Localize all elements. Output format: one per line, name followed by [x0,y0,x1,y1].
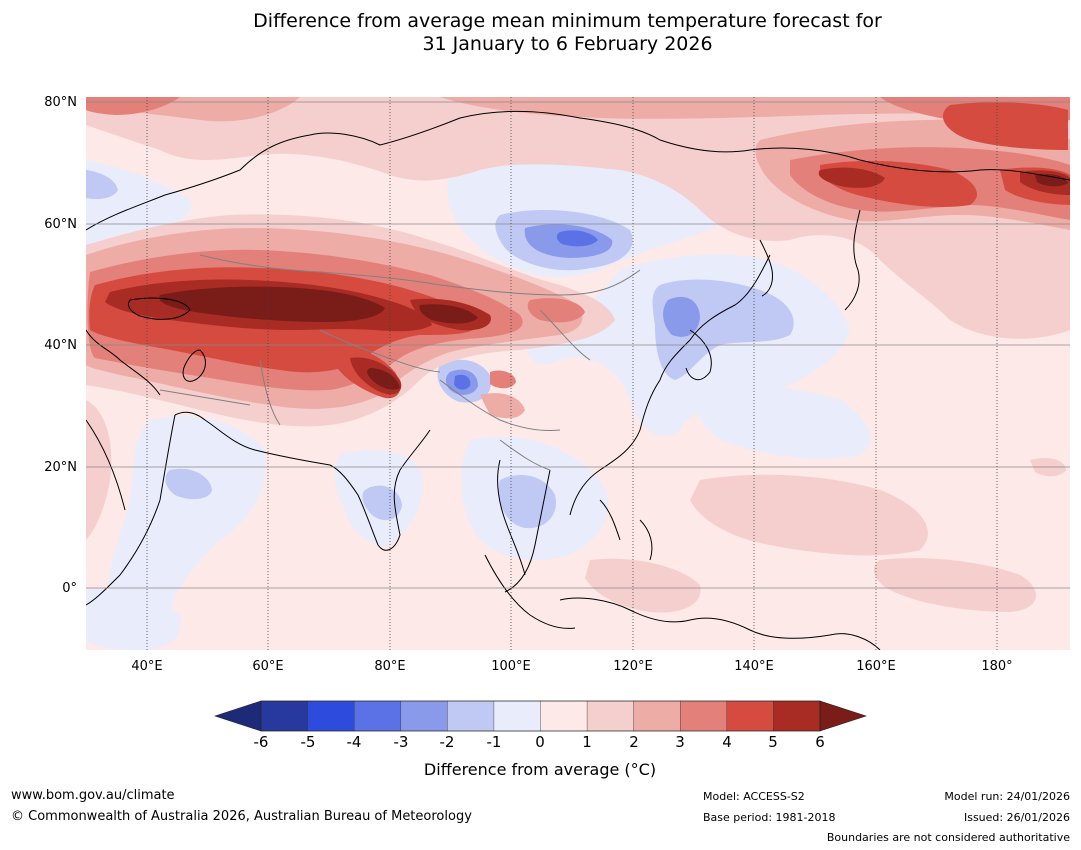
colorbar-segment [307,700,355,732]
colorbar-tick-label: -1 [486,733,502,751]
lon-label-40e: 40°E [131,659,163,674]
lat-label-0: 0° [62,581,77,596]
colorbar-tick-label: 2 [629,733,639,751]
lon-label-80e: 80°E [374,659,406,674]
colorbar-segment [633,700,681,732]
lat-label-60n: 60°N [44,217,77,232]
colorbar-tick-label: 1 [582,733,592,751]
anomaly-pos6 [159,173,1068,390]
latitude-gridlines [86,101,1070,589]
issued-date: Issued: 26/01/2026 [963,811,1070,824]
colorbar-frame [260,700,821,732]
colorbar-segment [726,700,774,732]
colorbar-title: Difference from average (°C) [423,760,657,779]
colorbar-segment [540,700,588,732]
colorbar-tick-label: 4 [722,733,732,751]
lon-label-60e: 60°E [252,659,284,674]
anomaly-neg4 [454,230,598,390]
colorbar-under-arrow [214,700,262,732]
colorbar-tick-label: -4 [346,733,362,751]
colorbar-segment [447,700,495,732]
colorbar-over-arrow [819,700,867,732]
country-borders [159,254,641,471]
colorbar-segment [353,700,402,732]
colorbar [214,700,867,732]
lat-label-80n: 80°N [44,95,77,110]
coastlines [86,110,1070,650]
colorbar-tick-label: -6 [253,733,269,751]
lon-label-140e: 140°E [734,659,774,674]
colorbar-tick-label: -3 [393,733,409,751]
model-name: Model: ACCESS-S2 [703,790,805,803]
lat-label-20n: 20°N [44,460,77,475]
anomaly-field [86,97,1070,650]
lon-label-100e: 100°E [491,659,531,674]
lon-label-180: 180° [981,659,1013,674]
lat-label-40n: 40°N [44,338,77,353]
colorbar-tick-label: 6 [815,733,825,751]
longitude-gridlines [146,97,998,650]
title-line-2: 31 January to 6 February 2026 [422,33,713,55]
colorbar-segment [260,700,309,732]
lon-label-120e: 120°E [613,659,653,674]
colorbar-segment [680,700,728,732]
colorbar-tick-label: 5 [768,733,778,751]
base-period: Base period: 1981-2018 [703,811,836,824]
model-run-date: Model run: 24/01/2026 [944,790,1070,803]
colorbar-tick-label: -5 [300,733,316,751]
colorbar-tick-label: -2 [439,733,455,751]
colorbar-segment [493,700,542,732]
colorbar-segment [773,700,821,732]
colorbar-segments [260,700,821,732]
colorbar-segment [586,700,635,732]
boundaries-disclaimer: Boundaries are not considered authoritat… [826,831,1070,844]
colorbar-tick-label: 3 [675,733,685,751]
colorbar-tick-label: 0 [535,733,545,751]
copyright-notice: © Commonwealth of Australia 2026, Austra… [11,809,472,824]
colorbar-segment [400,700,448,732]
map-title: Difference from average mean minimum tem… [0,10,1081,56]
title-line-1: Difference from average mean minimum tem… [253,10,882,32]
lon-label-160e: 160°E [856,659,896,674]
website-link[interactable]: www.bom.gov.au/climate [11,788,175,803]
